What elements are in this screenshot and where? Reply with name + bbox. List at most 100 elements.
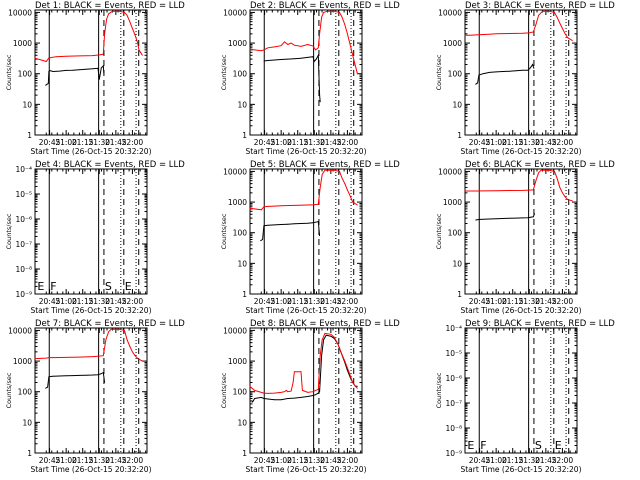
lld-point <box>540 169 542 171</box>
lld-point <box>554 171 555 172</box>
y-tick-label: 10000 <box>8 8 32 17</box>
series-lld-line <box>249 169 358 211</box>
lld-point <box>124 12 125 13</box>
chart-title: Det 6: BLACK = Events, RED = LLD <box>465 160 615 170</box>
x-tick-label: 21:45 <box>320 297 342 306</box>
series-events-line <box>260 220 321 242</box>
events-point <box>263 225 265 227</box>
x-tick-label: 21:30 <box>303 297 325 306</box>
events-point <box>59 375 60 377</box>
lld-point <box>323 12 324 13</box>
lld-point <box>535 180 537 182</box>
events-point <box>100 373 101 375</box>
lld-point <box>263 392 265 394</box>
lld-point <box>287 44 289 45</box>
y-tick-label: 1000 <box>443 39 462 48</box>
lld-point <box>562 192 563 194</box>
lld-point <box>324 333 326 334</box>
events-point <box>45 387 46 389</box>
lld-point <box>562 28 563 29</box>
x-tick-label: 21:00 <box>270 297 292 306</box>
y-tick-label: 100 <box>448 70 463 79</box>
y-tick-label: 10 <box>452 100 462 109</box>
lld-point <box>352 201 354 203</box>
lld-point <box>98 54 100 56</box>
events-point <box>482 73 484 75</box>
events-point <box>515 70 517 72</box>
lld-point <box>344 360 346 362</box>
y-axis-label: Counts/sec <box>220 54 228 90</box>
y-tick-label: 10000 <box>438 167 462 176</box>
events-point <box>287 223 289 225</box>
lld-point <box>509 33 510 34</box>
y-tick-label: 10⁻⁶ <box>15 215 32 224</box>
lld-point <box>509 190 510 191</box>
events-point <box>323 339 324 341</box>
x-tick-label: 21:15 <box>502 456 524 465</box>
lld-point <box>559 22 561 24</box>
lld-point <box>307 44 309 45</box>
lld-point <box>528 32 530 34</box>
det-panel-4: Det 4: BLACK = Events, RED = LLD 10⁻⁹ 10⁻⁸… <box>5 160 185 315</box>
events-point <box>102 372 104 373</box>
marker-label: E <box>125 280 132 293</box>
y-axis-label: Counts/sec <box>5 54 13 90</box>
y-tick-label: 10⁻⁴ <box>15 165 32 174</box>
x-tick-label: 21:30 <box>518 456 540 465</box>
lld-point <box>319 33 320 35</box>
x-tick-label: 20:45 <box>39 456 61 465</box>
lld-point <box>567 199 569 201</box>
lld-point <box>142 360 143 362</box>
y-tick-label: 100 <box>18 388 33 397</box>
y-axis-label: Counts/sec <box>5 372 13 408</box>
x-tick-label: 20:45 <box>469 297 491 306</box>
events-point <box>300 397 302 398</box>
y-tick-label: 1 <box>242 290 247 299</box>
lld-point <box>260 392 262 393</box>
series-lld-line <box>249 10 358 74</box>
chart-title: Det 5: BLACK = Events, RED = LLD <box>250 160 400 170</box>
x-axis-label: Start Time (26-Oct-15 20:32:20) <box>30 306 151 315</box>
plot-frame <box>34 327 148 454</box>
det-panel-9: Det 9: BLACK = Events, RED = LLD 10⁻⁹ 10⁻⁸… <box>435 319 615 474</box>
lld-point <box>254 390 256 391</box>
lld-point <box>280 205 282 207</box>
x-tick-label: 22:00 <box>552 297 574 306</box>
lld-point <box>482 34 484 35</box>
lld-point <box>249 385 251 387</box>
lld-point <box>572 40 573 41</box>
y-tick-label: 1 <box>242 131 247 140</box>
x-tick-label: 21:30 <box>518 138 540 147</box>
y-tick-label: 10⁻⁸ <box>445 424 462 433</box>
series-lld-line <box>249 332 358 394</box>
plot-frame <box>464 327 578 454</box>
lld-point <box>263 49 265 51</box>
lld-point <box>522 32 524 34</box>
lld-point <box>142 54 143 56</box>
lld-point <box>317 203 319 205</box>
lld-point <box>274 392 275 394</box>
lld-point <box>134 34 136 36</box>
x-tick-label: 21:15 <box>72 138 94 147</box>
lld-point <box>294 44 295 46</box>
y-tick-label: 10⁻⁷ <box>445 399 462 408</box>
lld-point <box>542 10 543 12</box>
events-point <box>315 221 316 223</box>
lld-point <box>132 351 133 353</box>
lld-point <box>260 50 262 52</box>
events-point <box>502 71 504 72</box>
events-point <box>294 223 295 225</box>
events-point <box>307 396 309 397</box>
events-point <box>530 67 531 68</box>
x-axis-label: Start Time (26-Oct-15 20:32:20) <box>30 465 151 474</box>
lld-point <box>538 15 539 16</box>
lld-point <box>249 208 251 209</box>
lld-point <box>92 55 94 56</box>
events-point <box>100 67 102 69</box>
lld-point <box>321 339 323 341</box>
events-point <box>49 70 51 72</box>
lld-point <box>124 330 125 331</box>
x-tick-label: 21:15 <box>287 456 309 465</box>
lld-point <box>300 371 302 373</box>
chart-title: Det 2: BLACK = Events, RED = LLD <box>250 1 400 11</box>
